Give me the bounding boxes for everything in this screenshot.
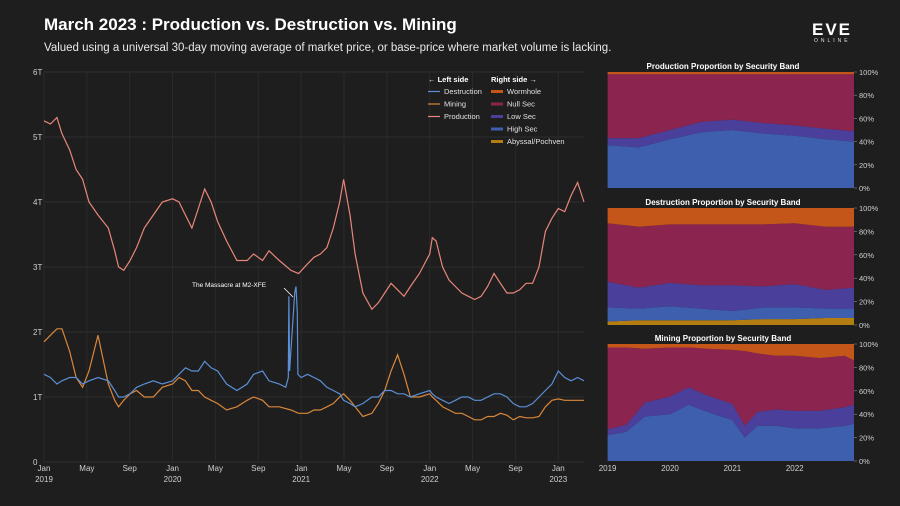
panel-y-tick-label: 80% (859, 363, 874, 372)
area-band-low-sec (607, 387, 854, 438)
eve-online-logo: EVE ONLINE (812, 20, 868, 46)
y-tick-label: 2T (33, 328, 42, 337)
logo-sub-text: ONLINE (814, 38, 851, 44)
panel-y-tick-label: 20% (859, 298, 874, 307)
panel-y-tick-label: 0% (859, 184, 870, 193)
area-band-high-sec (607, 130, 854, 188)
y-tick-label: 3T (33, 263, 42, 272)
y-tick-label: 6T (33, 68, 42, 77)
logo-main-text: EVE (812, 20, 853, 39)
x-tick-year-label: 2021 (292, 475, 310, 484)
y-tick-label: 0 (33, 458, 38, 467)
chart-subtitle: Valued using a universal 30-day moving a… (44, 42, 612, 54)
x-tick-year-label: 2020 (164, 475, 182, 484)
panel-y-tick-label: 40% (859, 410, 874, 419)
panel-y-tick-label: 20% (859, 434, 874, 443)
legend-swatch (491, 115, 503, 118)
x-tick-year-label: 2022 (421, 475, 439, 484)
y-tick-label: 1T (33, 393, 42, 402)
x-tick-label: May (79, 464, 94, 473)
legend-label: Abyssal/Pochven (507, 137, 565, 146)
area-band-low-sec (607, 119, 854, 148)
x-tick-label: Sep (251, 464, 266, 473)
annotation-arrow (283, 287, 294, 298)
panel-y-tick-label: 100% (859, 68, 879, 77)
massacre-annotation: The Massacre at M2-XFE (192, 282, 267, 289)
panel-y-tick-label: 100% (859, 204, 879, 213)
legend-swatch (491, 90, 503, 93)
x-tick-label: Jan (166, 464, 179, 473)
legend-label: Null Sec (507, 100, 535, 109)
area-band-null-sec (607, 74, 854, 139)
panel-x-tick-label: 2021 (723, 464, 741, 473)
area-band-null-sec (607, 347, 854, 430)
x-tick-label: May (465, 464, 480, 473)
legend-label: Low Sec (507, 112, 536, 121)
x-tick-label: Jan (423, 464, 436, 473)
x-tick-label: Sep (380, 464, 395, 473)
legend-label: Mining (444, 100, 466, 109)
destruction-panel-title: Destruction Proportion by Security Band (645, 198, 801, 207)
x-tick-label: Sep (123, 464, 138, 473)
area-band-null-sec (607, 223, 854, 290)
area-band-high-sec (607, 404, 854, 461)
x-tick-year-label: 2019 (35, 475, 53, 484)
panel-y-tick-label: 100% (859, 340, 879, 349)
panel-y-tick-label: 20% (859, 161, 874, 170)
panel-y-tick-label: 0% (859, 321, 870, 330)
production-panel-title: Production Proportion by Security Band (646, 62, 800, 71)
area-band-wormhole (607, 208, 854, 227)
y-tick-label: 4T (33, 198, 42, 207)
legend-right-header: Right side → (491, 75, 537, 84)
area-band-wormhole (607, 344, 854, 361)
panel-x-tick-label: 2019 (599, 464, 617, 473)
panel-y-tick-label: 80% (859, 91, 874, 100)
legend-left-header: ← Left side (428, 75, 468, 84)
area-band-high-sec (607, 306, 854, 322)
x-tick-label: Jan (552, 464, 565, 473)
area-band-abyssal-pochven (607, 316, 854, 325)
series-line-mining (43, 328, 584, 421)
legend-label: Destruction (444, 87, 482, 96)
x-tick-year-label: 2023 (549, 475, 567, 484)
panel-y-tick-label: 40% (859, 274, 874, 283)
panel-y-tick-label: 60% (859, 387, 874, 396)
y-tick-label: 5T (33, 133, 42, 142)
x-tick-label: Sep (508, 464, 523, 473)
x-tick-label: May (208, 464, 223, 473)
legend-swatch (491, 140, 503, 143)
area-band-low-sec (607, 281, 854, 311)
x-tick-label: Jan (38, 464, 51, 473)
x-tick-label: Jan (295, 464, 308, 473)
series-line-production (43, 116, 585, 311)
x-tick-label: May (336, 464, 351, 473)
panel-y-tick-label: 80% (859, 227, 874, 236)
panel-y-tick-label: 60% (859, 251, 874, 260)
panel-x-tick-label: 2020 (661, 464, 679, 473)
panel-x-tick-label: 2022 (786, 464, 804, 473)
series-line-destruction (43, 286, 585, 408)
mining-panel-title: Mining Proportion by Security Band (654, 334, 792, 343)
legend-swatch (491, 127, 503, 131)
legend-swatch (491, 102, 503, 106)
panel-y-tick-label: 0% (859, 457, 870, 466)
chart-title: March 2023 : Production vs. Destruction … (44, 15, 457, 34)
panel-y-tick-label: 40% (859, 138, 874, 147)
legend-label: Production (444, 112, 480, 121)
legend-label: High Sec (507, 125, 538, 134)
legend-label: Wormhole (507, 87, 541, 96)
area-band-wormhole (607, 72, 854, 75)
panel-y-tick-label: 60% (859, 114, 874, 123)
